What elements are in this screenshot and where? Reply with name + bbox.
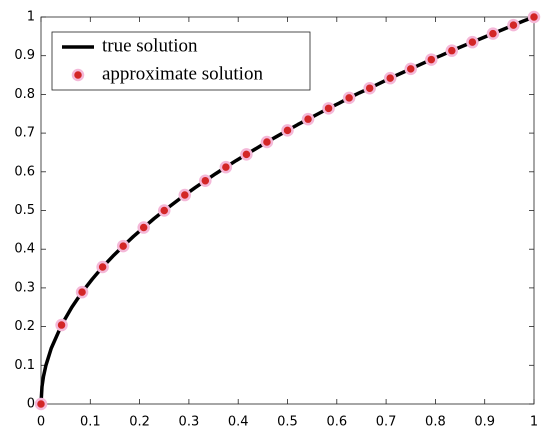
marker <box>342 91 356 105</box>
marker <box>219 160 233 174</box>
marker <box>425 53 438 66</box>
marker <box>486 27 500 40</box>
x-tick-label: 0.1 <box>80 415 101 430</box>
marker <box>301 112 315 126</box>
legend-label: true solution <box>102 35 198 56</box>
y-tick-label: 0 <box>27 397 35 412</box>
marker <box>260 135 274 149</box>
marker <box>404 62 417 76</box>
marker <box>363 81 376 95</box>
y-tick-label: 0.1 <box>14 358 35 373</box>
x-tick-label: 0.9 <box>474 415 495 430</box>
marker <box>445 44 459 57</box>
y-tick-label: 0.3 <box>14 280 35 295</box>
x-tick-label: 0.4 <box>228 415 249 430</box>
y-tick-label: 0.6 <box>14 164 35 179</box>
y-tick-label: 0.4 <box>14 242 35 257</box>
marker <box>240 148 253 161</box>
marker <box>527 10 541 24</box>
y-tick-label: 0.2 <box>14 319 35 334</box>
marker <box>96 260 109 274</box>
marker <box>507 18 520 32</box>
x-tick-label: 0.3 <box>179 415 200 430</box>
x-tick-label: 0.8 <box>425 415 446 430</box>
y-tick-label: 0.5 <box>14 203 35 218</box>
marker <box>383 71 397 85</box>
x-tick-label: 0.6 <box>326 415 347 430</box>
marker <box>34 397 48 411</box>
legend-label: approximate solution <box>102 63 263 84</box>
x-tick-label: 0 <box>37 415 45 430</box>
legend-box <box>51 31 311 91</box>
x-tick-label: 0.7 <box>376 415 397 430</box>
marker <box>322 102 335 115</box>
marker <box>178 188 192 202</box>
marker <box>466 35 479 49</box>
y-tick-label: 0.7 <box>14 126 35 141</box>
marker <box>116 239 130 253</box>
legend-marker <box>71 68 85 82</box>
y-tick-label: 0.8 <box>14 87 35 102</box>
marker <box>158 204 171 217</box>
marker <box>137 221 150 234</box>
x-tick-label: 0.5 <box>277 415 298 430</box>
marker <box>199 174 212 187</box>
marker <box>55 318 68 332</box>
y-tick-label: 0.9 <box>14 48 35 63</box>
x-tick-label: 1 <box>530 415 538 430</box>
marker <box>75 285 89 299</box>
x-tick-label: 0.2 <box>129 415 150 430</box>
y-tick-label: 1 <box>27 10 35 25</box>
marker <box>281 124 294 137</box>
